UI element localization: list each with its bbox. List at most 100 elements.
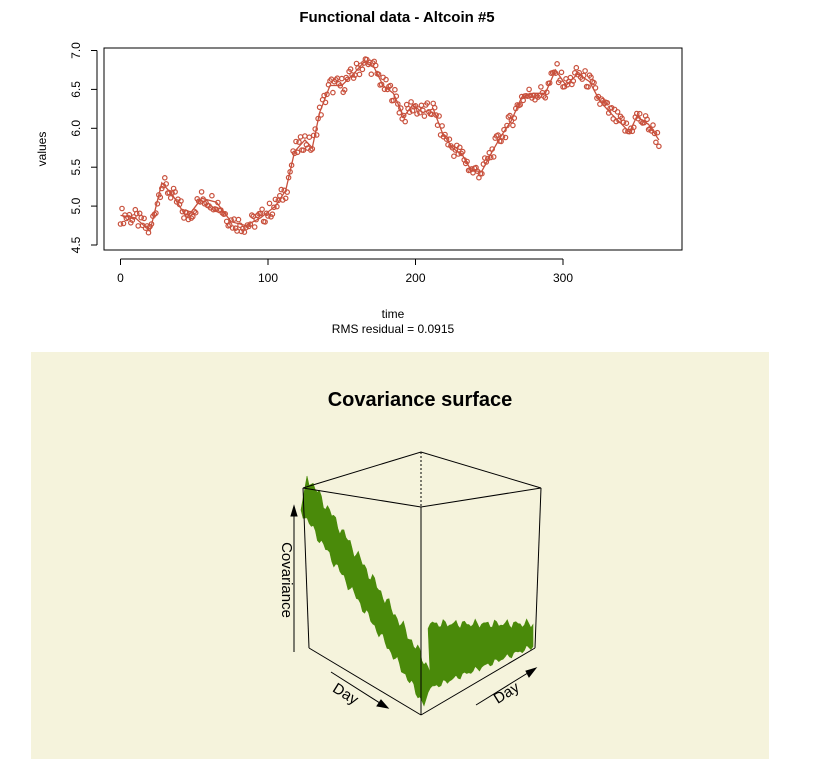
data-point (226, 222, 233, 228)
data-point (120, 220, 127, 227)
y-axis: 4.5 5.0 5.5 6.0 6.5 7.0 (69, 42, 98, 253)
data-point (341, 87, 348, 93)
data-point (157, 194, 164, 201)
data-point (297, 134, 304, 140)
data-point (558, 69, 565, 76)
data-point (167, 195, 174, 201)
data-point (456, 144, 463, 151)
y-tick-label: 4.5 (69, 236, 83, 253)
data-point (294, 149, 301, 156)
data-point (284, 189, 291, 195)
data-point (198, 189, 205, 195)
data-point (251, 224, 258, 230)
covariance-axis-label: Covariance (278, 542, 295, 618)
data-point (276, 192, 283, 199)
data-point (501, 126, 507, 133)
day-axis-label-right: Day (491, 679, 523, 708)
x-axis: 0 100 200 300 (117, 258, 573, 285)
data-point (262, 219, 268, 225)
data-point (136, 210, 143, 217)
data-point (232, 225, 239, 232)
data-point (184, 209, 190, 216)
data-point (353, 60, 360, 67)
data-point (287, 169, 293, 175)
data-point (443, 136, 450, 142)
data-point (552, 70, 559, 77)
data-point (397, 105, 404, 111)
data-point (141, 215, 147, 222)
data-point (293, 138, 299, 145)
data-point (291, 150, 298, 157)
data-point (247, 221, 254, 228)
chart-title: Functional data - Altcoin #5 (299, 9, 494, 26)
data-point (396, 110, 403, 116)
data-point (420, 107, 426, 114)
data-point (387, 82, 394, 89)
data-point (424, 100, 431, 106)
data-point (350, 75, 357, 81)
covariance-title: Covariance surface (328, 389, 513, 411)
data-point (538, 84, 544, 90)
data-point (455, 151, 462, 157)
data-point (337, 83, 344, 89)
functional-data-chart: Functional data - Altcoin #5 0 100 200 300 … (35, 9, 683, 336)
data-point (368, 71, 375, 78)
data-point (620, 119, 627, 126)
data-point (546, 80, 553, 86)
data-point (271, 204, 277, 211)
data-point (381, 86, 388, 93)
data-point (318, 112, 324, 118)
data-point (321, 92, 327, 99)
data-point (306, 134, 313, 141)
data-point (452, 147, 459, 153)
x-axis-label: time (382, 307, 405, 321)
data-point (282, 195, 289, 202)
data-point (313, 132, 320, 138)
data-point (490, 154, 497, 160)
data-point (418, 102, 425, 109)
data-point (582, 68, 588, 74)
data-point (412, 103, 419, 109)
data-point (510, 122, 516, 129)
data-point (499, 134, 506, 140)
covariance-panel: Covariance surface Covariance Day Day (31, 352, 769, 759)
data-point (638, 118, 645, 125)
data-point (259, 206, 265, 213)
data-point (433, 112, 440, 118)
data-point (235, 216, 242, 223)
data-point (451, 153, 457, 160)
data-point (507, 112, 513, 119)
data-point (605, 110, 612, 116)
data-point (630, 124, 637, 131)
y-tick-label: 7.0 (69, 42, 83, 59)
data-point (633, 110, 640, 117)
data-point (479, 170, 485, 177)
data-point (408, 99, 414, 105)
data-point (372, 62, 379, 69)
data-point (567, 74, 574, 81)
data-point (439, 123, 445, 129)
data-point (181, 215, 187, 221)
data-point (636, 110, 643, 117)
covariance-surface (300, 475, 534, 707)
x-tick-label: 300 (553, 271, 573, 285)
data-point (436, 113, 442, 119)
data-point (154, 201, 161, 207)
data-point (215, 199, 221, 206)
data-point (613, 118, 619, 125)
data-point (274, 203, 280, 210)
data-point (542, 95, 549, 101)
data-point (144, 223, 150, 229)
data-point (470, 170, 476, 176)
data-point (228, 217, 234, 223)
data-point (392, 86, 398, 93)
data-point (322, 99, 329, 106)
data-point (604, 100, 611, 106)
data-point (330, 89, 336, 96)
data-point (269, 211, 276, 218)
data-point (125, 214, 131, 221)
y-tick-label: 5.5 (69, 159, 83, 176)
series-points (117, 56, 662, 236)
data-point (628, 125, 634, 132)
data-point (172, 189, 178, 195)
